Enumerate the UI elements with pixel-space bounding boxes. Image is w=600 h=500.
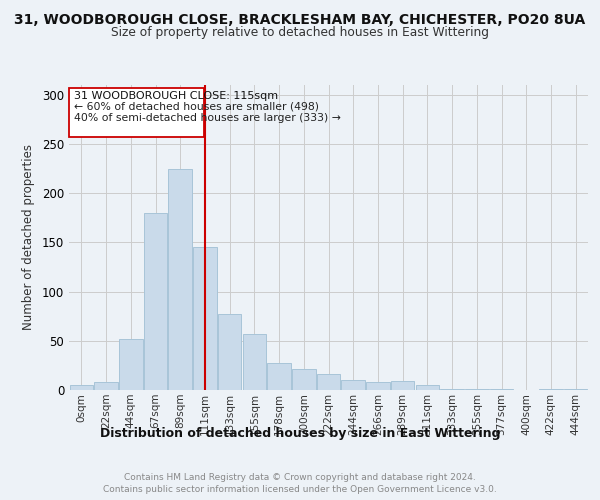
Bar [70, 385, 93, 390]
Bar [119, 339, 143, 390]
Bar [564, 389, 587, 390]
Bar [341, 380, 365, 390]
Bar [440, 389, 464, 390]
Bar [242, 334, 266, 390]
Text: 40% of semi-detached houses are larger (333) →: 40% of semi-detached houses are larger (… [74, 112, 341, 122]
Bar [218, 314, 241, 390]
Text: Contains public sector information licensed under the Open Government Licence v3: Contains public sector information licen… [103, 485, 497, 494]
Text: 31, WOODBOROUGH CLOSE, BRACKLESHAM BAY, CHICHESTER, PO20 8UA: 31, WOODBOROUGH CLOSE, BRACKLESHAM BAY, … [14, 12, 586, 26]
Bar [193, 248, 217, 390]
Bar [490, 389, 513, 390]
Bar [539, 389, 563, 390]
FancyBboxPatch shape [70, 88, 203, 137]
Text: ← 60% of detached houses are smaller (498): ← 60% of detached houses are smaller (49… [74, 102, 319, 112]
Bar [94, 382, 118, 390]
Bar [416, 385, 439, 390]
Bar [366, 382, 389, 390]
Bar [268, 364, 291, 390]
Text: 31 WOODBOROUGH CLOSE: 115sqm: 31 WOODBOROUGH CLOSE: 115sqm [74, 91, 278, 101]
Bar [465, 389, 488, 390]
Bar [169, 168, 192, 390]
Text: Distribution of detached houses by size in East Wittering: Distribution of detached houses by size … [100, 428, 500, 440]
Bar [144, 213, 167, 390]
Text: Size of property relative to detached houses in East Wittering: Size of property relative to detached ho… [111, 26, 489, 39]
Text: Contains HM Land Registry data © Crown copyright and database right 2024.: Contains HM Land Registry data © Crown c… [124, 472, 476, 482]
Bar [292, 370, 316, 390]
Y-axis label: Number of detached properties: Number of detached properties [22, 144, 35, 330]
Bar [391, 381, 415, 390]
Bar [317, 374, 340, 390]
